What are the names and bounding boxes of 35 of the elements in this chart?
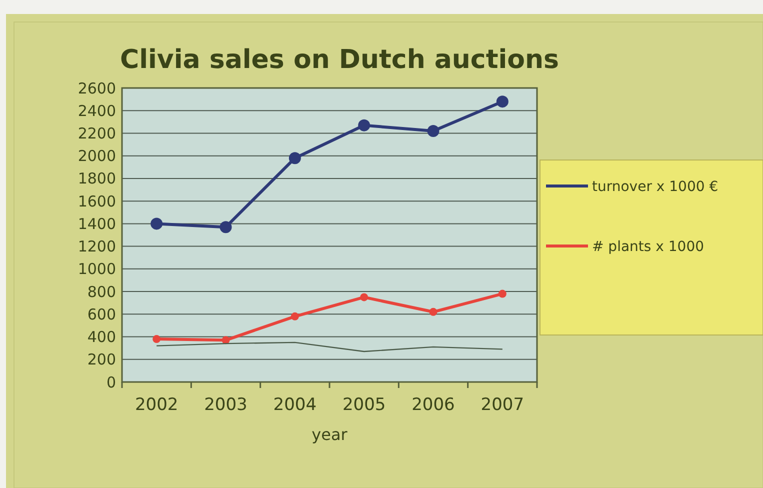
y-tick-label: 1400 [78,214,116,233]
x-tick-label: 2004 [273,395,317,415]
y-tick-label: 400 [87,328,116,346]
y-tick-label: 0 [106,373,116,392]
y-tick-label: 1000 [78,260,116,278]
y-tick-label: 1200 [78,238,116,256]
point [427,124,440,137]
point [429,308,438,316]
y-tick-label: 800 [87,282,116,301]
x-tick-label: 2007 [480,395,524,415]
point [288,152,301,164]
legend-label: # plants x 1000 [592,238,704,255]
point [498,290,506,298]
legend-label: turnover x 1000 € [592,178,718,195]
point [360,293,368,302]
x-tick-label: 2006 [412,395,455,415]
x-tick-label: 2003 [204,395,248,415]
y-tick-label: 2200 [78,124,116,142]
y-tick-label: 2400 [78,102,116,120]
chart-title: Clivia sales on Dutch auctions [120,45,560,75]
y-tick-label: 600 [87,305,116,324]
point [496,96,508,108]
point [358,119,370,132]
point [150,218,163,230]
y-tick-label: 2000 [78,147,116,166]
point [290,312,299,320]
x-tick-label: 2002 [134,395,178,415]
point [152,335,161,344]
x-axis-title: year [312,425,348,444]
x-tick-label: 2005 [342,395,386,415]
y-tick-label: 1600 [78,192,116,210]
point [220,221,232,234]
y-tick-label: 2600 [78,79,116,98]
y-tick-label: 1800 [78,170,116,188]
y-tick-label: 200 [87,350,116,369]
